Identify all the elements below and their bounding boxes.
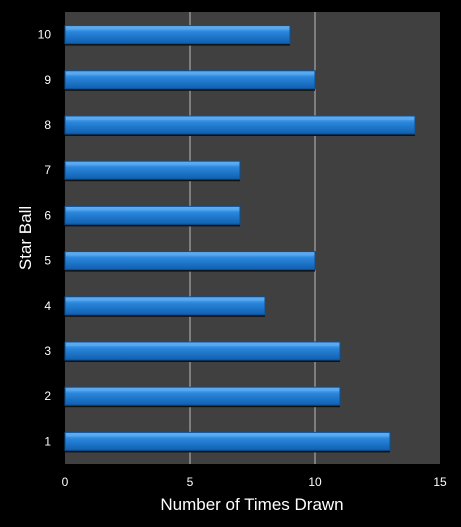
y-tick-label: 6: [44, 208, 51, 222]
bar-9: [64, 70, 316, 90]
y-tick-label: 5: [44, 254, 51, 268]
bar-1: [64, 431, 391, 451]
y-axis-title: Star Ball: [16, 206, 35, 270]
x-tick-labels: 0 5 10 15: [62, 475, 447, 489]
bar-highlight: [66, 433, 389, 437]
y-tick-label: 3: [44, 344, 51, 358]
x-tick-label: 0: [62, 475, 69, 489]
x-tick-label: 15: [433, 475, 447, 489]
bar-highlight: [66, 252, 314, 256]
bar-5: [64, 251, 316, 271]
bar-highlight: [66, 162, 239, 166]
x-axis-title: Number of Times Drawn: [160, 495, 343, 514]
bar-3: [64, 341, 341, 361]
bar-highlight: [66, 207, 239, 211]
bar-highlight: [66, 343, 339, 346]
bars: [64, 25, 416, 453]
x-tick-label: 5: [187, 475, 194, 489]
y-tick-label: 4: [44, 299, 51, 313]
y-tick-label: 9: [44, 73, 51, 87]
bar-8: [64, 115, 416, 135]
y-tick-label: 8: [44, 118, 51, 132]
y-tick-label: 10: [38, 28, 52, 42]
bar-6: [64, 205, 241, 225]
bar-highlight: [66, 71, 314, 75]
y-tick-label: 2: [44, 389, 51, 403]
bar-4: [64, 296, 266, 316]
x-tick-label: 10: [308, 475, 322, 489]
bar-7: [64, 160, 241, 180]
y-tick-label: 7: [44, 163, 51, 177]
bar-highlight: [66, 388, 339, 392]
bar-highlight: [66, 26, 289, 30]
bar-highlight: [66, 297, 264, 301]
bar-highlight: [66, 117, 414, 120]
y-tick-labels: 1 2 3 4 5 6 7 8 9 10: [38, 28, 52, 449]
y-tick-label: 1: [44, 434, 51, 448]
bar-10: [64, 25, 291, 45]
bar-2: [64, 386, 341, 406]
